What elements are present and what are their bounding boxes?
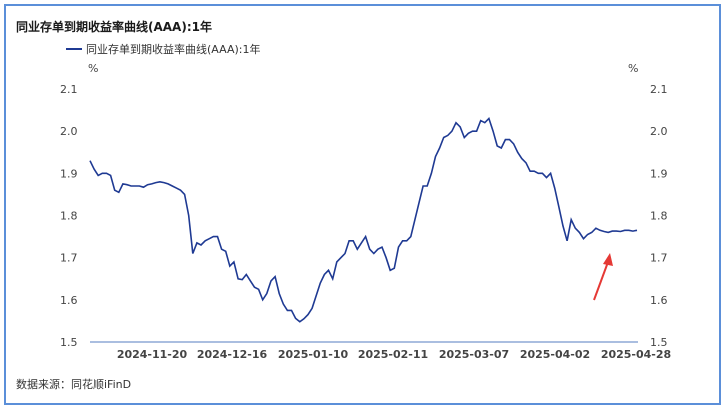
y-tick-left: 2.1 [60, 83, 78, 96]
chart-frame [4, 4, 721, 405]
legend-swatch [66, 48, 82, 50]
arrow-head [603, 253, 613, 266]
legend-label: 同业存单到期收益率曲线(AAA):1年 [86, 43, 261, 56]
y-tick-left: 1.6 [60, 294, 78, 307]
x-tick-label: 2025-03-07 [439, 348, 509, 361]
series-line [89, 116, 638, 323]
x-tick-label: 2025-02-11 [358, 348, 428, 361]
y-tick-left: 1.7 [60, 252, 78, 265]
chart-legend: 同业存单到期收益率曲线(AAA):1年 [66, 41, 260, 57]
x-tick-label: 2025-04-02 [520, 348, 590, 361]
y-axis-left: 2.1 2.0 1.9 1.8 1.7 1.6 1.5 [60, 83, 78, 349]
x-tick-label: 2024-12-16 [197, 348, 268, 361]
y-unit-left: % [88, 62, 98, 75]
y-tick-left: 1.8 [60, 210, 78, 223]
x-axis: 2024-11-20 2024-12-16 2025-01-10 2025-02-11… [117, 348, 671, 361]
y-tick-left: 1.9 [60, 167, 78, 180]
y-tick-right: 1.5 [650, 336, 668, 349]
x-tick-label: 2025-01-10 [278, 348, 349, 361]
y-tick-left: 2.0 [60, 125, 78, 138]
y-axis-right: 2.1 2.0 1.9 1.8 1.7 1.6 1.5 [650, 83, 668, 349]
y-unit-right: % [628, 62, 638, 75]
chart-title: 同业存单到期收益率曲线(AAA):1年 [16, 20, 212, 34]
annotation-arrow [593, 253, 613, 301]
y-tick-right: 1.8 [650, 210, 668, 223]
x-tick-label: 2024-11-20 [117, 348, 188, 361]
y-tick-right: 1.7 [650, 252, 668, 265]
y-tick-right: 2.1 [650, 83, 668, 96]
arrow-shaft [593, 261, 609, 301]
x-tick-label: 2025-04-28 [601, 348, 671, 361]
y-tick-right: 2.0 [650, 125, 668, 138]
y-tick-left: 1.5 [60, 336, 78, 349]
y-tick-right: 1.6 [650, 294, 668, 307]
data-source: 数据来源：同花顺iFinD [16, 378, 132, 391]
y-tick-right: 1.9 [650, 167, 668, 180]
